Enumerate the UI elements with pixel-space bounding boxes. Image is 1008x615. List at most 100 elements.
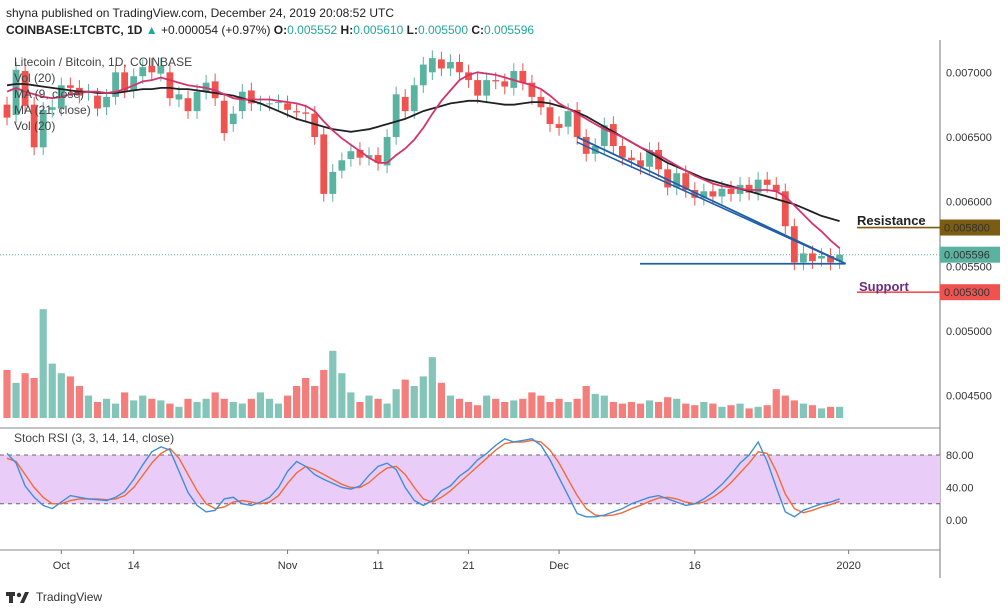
volume-bar [365, 395, 373, 418]
volume-bar [39, 309, 47, 418]
tradingview-icon [6, 592, 29, 603]
candle-body [39, 109, 47, 148]
volume-bar [3, 370, 11, 418]
volume-bar [265, 398, 274, 418]
candle-body [546, 107, 554, 125]
volume-bar [383, 403, 391, 418]
candle-body [284, 103, 291, 110]
candle-body [709, 191, 717, 197]
candle-body [121, 72, 129, 91]
candle-body [193, 91, 201, 112]
tradingview-logo[interactable]: TradingView [6, 590, 102, 604]
volume-bar [673, 398, 681, 418]
resistance-label: Resistance [857, 213, 926, 228]
volume-bar [320, 370, 328, 418]
candle-body [112, 72, 119, 97]
volume-bar [175, 406, 183, 418]
candle-body [465, 72, 472, 81]
volume-bar [410, 386, 418, 418]
candle-body [691, 190, 699, 198]
close-label: C: [471, 23, 485, 37]
volume-bar [202, 398, 210, 418]
candle-body [428, 58, 436, 73]
volume-bar [157, 400, 165, 418]
candle-body [238, 91, 246, 112]
volume-bar [220, 398, 228, 418]
volume-bar [700, 402, 708, 418]
candle-body [609, 124, 617, 147]
candle-body [655, 149, 662, 170]
volume-bar [519, 398, 527, 418]
volume-bar [148, 398, 156, 418]
volume-bar [636, 403, 645, 418]
price-tick-label: 0.007000 [946, 67, 992, 79]
candle-body [474, 80, 481, 96]
volume-bar [772, 389, 780, 418]
candle-body [166, 72, 174, 99]
volume-bar [184, 398, 192, 418]
ma9-line [6, 71, 841, 249]
volume-bar [492, 398, 500, 418]
volume-bar [501, 402, 509, 418]
candle-body [438, 59, 445, 69]
candle-body [30, 104, 38, 148]
volume-bar [645, 400, 654, 418]
volume-bar [102, 398, 111, 418]
candle-body [745, 184, 753, 193]
volume-bar [664, 397, 672, 418]
candle-body [175, 94, 183, 100]
volume-bar [799, 403, 807, 418]
candle-body [365, 155, 373, 158]
volume-bar [546, 402, 554, 418]
candle-body [302, 112, 310, 114]
volume-bar [392, 389, 400, 418]
volume-bar [274, 403, 283, 418]
volume-bar [329, 350, 337, 418]
volume-bar [193, 402, 201, 418]
candle-body [103, 96, 110, 108]
open-label: O: [273, 23, 288, 37]
volume-bar [564, 402, 572, 418]
candle-body [48, 107, 56, 110]
volume-bar [600, 395, 608, 418]
volume-bar [283, 395, 292, 418]
symbol-label: COINBASE:LTCBTC, 1D [6, 23, 143, 37]
low-label: L: [406, 23, 418, 37]
candle-body [501, 81, 509, 87]
candle-body [329, 171, 337, 194]
candle-body [401, 96, 409, 112]
candle-body [763, 179, 771, 185]
time-tick-label: 11 [372, 560, 383, 572]
ohlc-bar: COINBASE:LTCBTC, 1D ▲ +0.000054 (+0.97%)… [6, 23, 534, 37]
volume-bar [736, 403, 744, 418]
volume-bar [401, 379, 409, 418]
volume-bar [302, 378, 310, 418]
volume-bar [627, 402, 636, 418]
volume-bar [727, 405, 735, 418]
volume-bar [836, 406, 844, 418]
volume-bar [229, 402, 237, 418]
price-tick-label: 0.006500 [946, 132, 992, 144]
volume-bar [211, 392, 219, 418]
candle-body [139, 67, 147, 77]
volume-bar [618, 403, 626, 418]
close-value: 0.005596 [484, 23, 535, 37]
volume-bar [609, 402, 617, 418]
change-text: +0.000054 (+0.97%) [161, 23, 271, 37]
volume-bar [528, 392, 536, 418]
stoch-rsi-d-line [6, 439, 840, 517]
candle-body [809, 253, 816, 262]
volume-bar [555, 398, 563, 418]
candle-body [564, 111, 572, 127]
stoch-rsi-k-line [6, 438, 840, 518]
candle-body [528, 82, 536, 97]
volume-bar [691, 405, 699, 418]
volume-bar [121, 392, 129, 418]
legend-ma21: MA (21, close) [14, 103, 91, 117]
volume-bar [338, 373, 346, 418]
legend-ma9: MA (9, close) [14, 87, 85, 101]
volume-bar [573, 398, 581, 418]
candle-body [184, 98, 192, 112]
volume-bar [483, 395, 491, 418]
